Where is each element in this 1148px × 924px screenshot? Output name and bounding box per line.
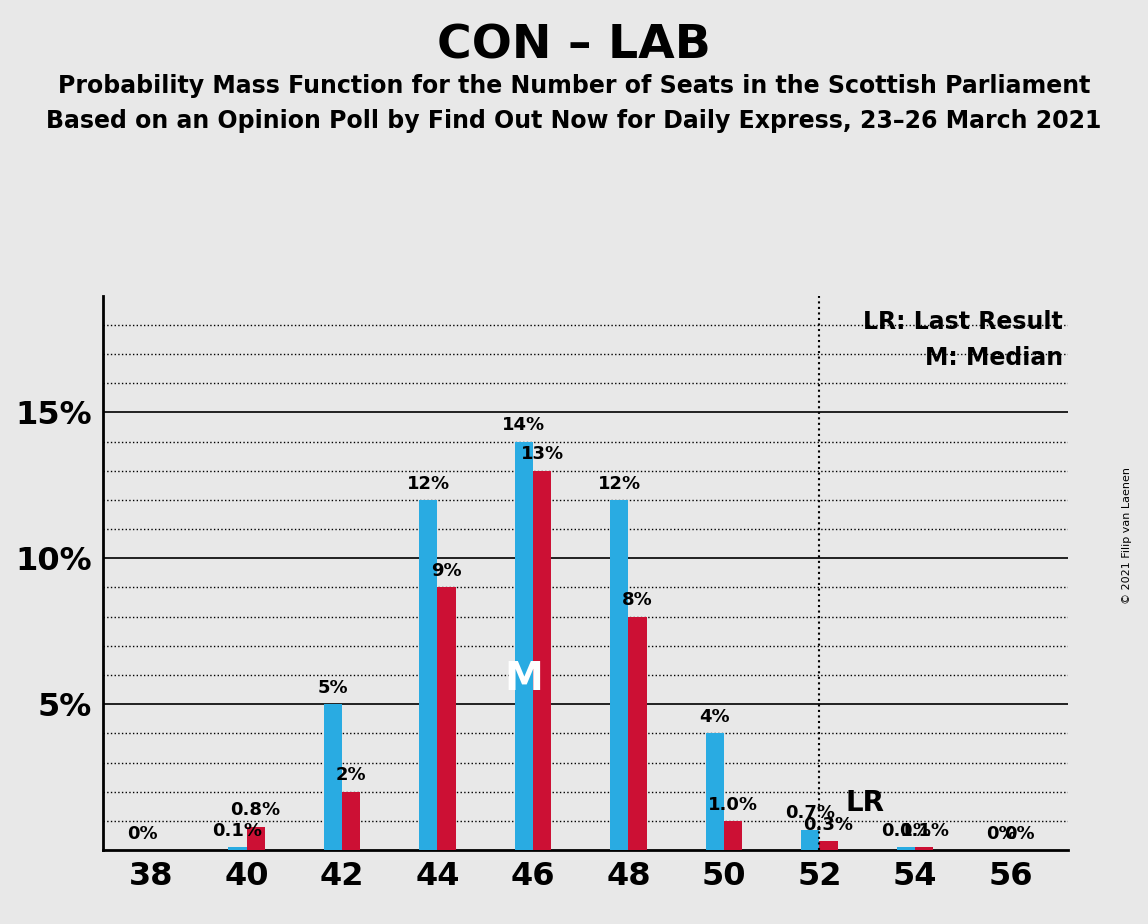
Text: 14%: 14% xyxy=(503,417,545,434)
Text: 5%: 5% xyxy=(318,679,348,697)
Text: CON – LAB: CON – LAB xyxy=(437,23,711,68)
Text: 0.3%: 0.3% xyxy=(804,816,853,834)
Text: M: M xyxy=(504,660,543,698)
Text: 0.7%: 0.7% xyxy=(785,805,836,822)
Text: 0.1%: 0.1% xyxy=(899,821,949,840)
Text: 9%: 9% xyxy=(432,562,461,580)
Bar xyxy=(419,500,437,850)
Text: 0.8%: 0.8% xyxy=(231,801,280,820)
Bar xyxy=(611,500,628,850)
Bar xyxy=(801,830,820,850)
Text: LR: LR xyxy=(846,789,885,818)
Text: 2%: 2% xyxy=(335,766,366,784)
Bar xyxy=(324,704,342,850)
Text: Based on an Opinion Poll by Find Out Now for Daily Express, 23–26 March 2021: Based on an Opinion Poll by Find Out Now… xyxy=(46,109,1102,133)
Text: 1.0%: 1.0% xyxy=(708,796,758,814)
Text: Probability Mass Function for the Number of Seats in the Scottish Parliament: Probability Mass Function for the Number… xyxy=(57,74,1091,98)
Bar xyxy=(628,616,646,850)
Text: 4%: 4% xyxy=(699,708,730,726)
Text: LR: Last Result: LR: Last Result xyxy=(863,310,1063,334)
Text: © 2021 Filip van Laenen: © 2021 Filip van Laenen xyxy=(1123,468,1132,604)
Text: M: Median: M: Median xyxy=(924,346,1063,370)
Text: 0.1%: 0.1% xyxy=(212,821,263,840)
Text: 8%: 8% xyxy=(622,591,653,609)
Bar xyxy=(533,470,551,850)
Bar xyxy=(897,847,915,850)
Text: 13%: 13% xyxy=(520,445,564,464)
Text: 12%: 12% xyxy=(406,475,450,492)
Bar xyxy=(228,847,247,850)
Bar xyxy=(820,842,838,850)
Bar xyxy=(247,827,265,850)
Bar xyxy=(514,442,533,850)
Bar xyxy=(437,588,456,850)
Text: 0%: 0% xyxy=(126,825,157,843)
Bar xyxy=(706,734,724,850)
Bar xyxy=(342,792,360,850)
Bar xyxy=(915,847,933,850)
Text: 0%: 0% xyxy=(1004,825,1034,843)
Text: 0%: 0% xyxy=(986,825,1017,843)
Text: 0.1%: 0.1% xyxy=(881,821,931,840)
Text: 12%: 12% xyxy=(598,475,641,492)
Bar xyxy=(724,821,742,850)
